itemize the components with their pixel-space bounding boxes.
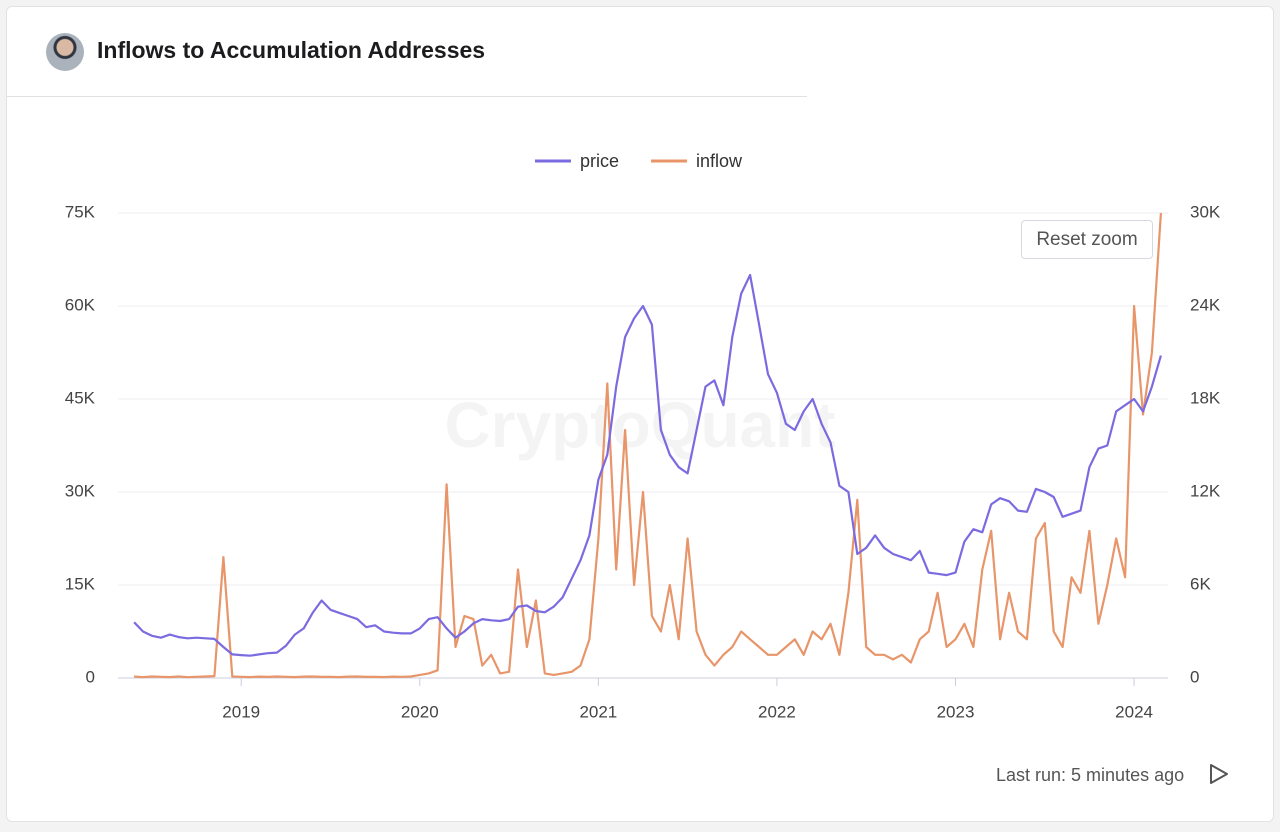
last-run: Last run: 5 minutes ago [996, 765, 1185, 785]
y-tick-label: 30K [65, 481, 96, 500]
y2-tick-label: 6K [1190, 574, 1211, 593]
y2-tick-label: 12K [1190, 481, 1221, 500]
header: Inflows to Accumulation Addresses [7, 7, 807, 97]
x-tick-label: 2020 [401, 702, 439, 721]
y2-tick-label: 24K [1190, 295, 1221, 314]
reset-zoom-button[interactable]: Reset zoom [1021, 220, 1153, 259]
x-tick-label: 2022 [758, 702, 796, 721]
legend-label: inflow [696, 151, 743, 171]
y2-tick-label: 0 [1190, 667, 1199, 686]
x-tick-label: 2021 [579, 702, 617, 721]
y-tick-label: 0 [86, 667, 95, 686]
y2-tick-label: 18K [1190, 388, 1221, 407]
title: Inflows to Accumulation Addresses [97, 37, 486, 63]
x-tick-label: 2019 [222, 702, 260, 721]
y-tick-label: 45K [65, 388, 96, 407]
x-tick-label: 2023 [937, 702, 975, 721]
y-tick-label: 75K [65, 202, 96, 221]
y-tick-label: 15K [65, 574, 96, 593]
x-tick-label: 2024 [1115, 702, 1153, 721]
watermark: CryptoQuant [444, 389, 835, 461]
series-line [133, 273, 1162, 657]
avatar [46, 33, 84, 71]
series-line [134, 212, 1162, 679]
run-button[interactable] [1208, 762, 1230, 786]
y2-tick-label: 30K [1190, 202, 1221, 221]
legend-label: price [580, 151, 619, 171]
y-tick-label: 60K [65, 295, 96, 314]
card: Inflows to Accumulation Addresses [6, 6, 1274, 822]
